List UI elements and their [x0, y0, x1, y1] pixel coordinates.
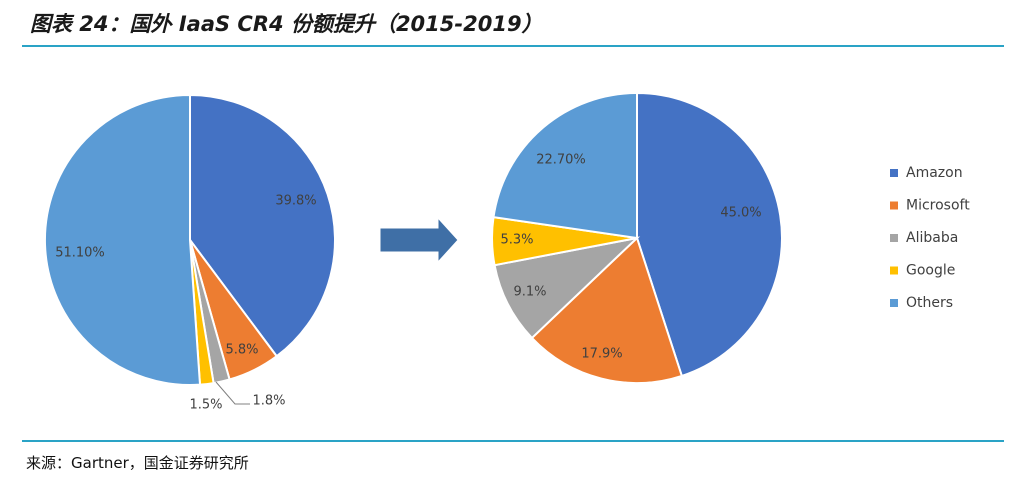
bottom-rule	[22, 440, 1004, 442]
slice-2015-others	[43, 93, 202, 386]
data-label-2019-others: 22.70%	[536, 153, 586, 168]
legend-swatch-microsoft	[890, 201, 898, 210]
slice-2019-microsoft	[530, 236, 684, 384]
slice-2019-alibaba	[493, 236, 641, 340]
legend: Amazon Microsoft Alibaba Google Others	[890, 165, 970, 311]
slice-2019-amazon	[636, 91, 783, 378]
legend-label-microsoft: Microsoft	[906, 198, 970, 214]
legend-label-amazon: Amazon	[906, 165, 963, 181]
data-label-2015-google: 1.5%	[189, 398, 222, 413]
data-label-2019-microsoft: 17.9%	[581, 347, 622, 362]
pie-2019: 45.0% 17.9% 9.1% 5.3% 22.70%	[491, 91, 783, 384]
data-label-2015-microsoft: 5.8%	[225, 343, 258, 358]
legend-swatch-google	[890, 266, 898, 275]
legend-label-google: Google	[906, 263, 955, 279]
legend-swatch-others	[890, 299, 898, 307]
data-label-2019-amazon: 45.0%	[720, 206, 761, 221]
pie-2015: 39.8% 5.8% 1.8% 1.5% 51.10%	[43, 93, 336, 413]
top-rule	[22, 45, 1004, 47]
legend-swatch-alibaba	[890, 234, 898, 242]
arrow-icon	[379, 216, 459, 264]
figure-title: 图表 24：国外 IaaS CR4 份额提升（2015-2019）	[30, 12, 543, 36]
data-label-2015-alibaba: 1.8%	[252, 394, 285, 409]
data-label-2019-alibaba: 9.1%	[513, 285, 546, 300]
source-note: 来源：Gartner，国金证券研究所	[26, 454, 249, 472]
data-label-2015-amazon: 39.8%	[275, 194, 316, 209]
legend-label-alibaba: Alibaba	[906, 230, 958, 246]
legend-swatch-amazon	[890, 169, 898, 177]
data-label-2019-google: 5.3%	[500, 233, 533, 248]
data-label-2015-others: 51.10%	[55, 246, 105, 261]
slice-2015-amazon	[189, 93, 336, 358]
slice-2019-others	[492, 91, 638, 240]
leader-line-2015-alibaba	[215, 381, 250, 405]
legend-label-others: Others	[906, 295, 953, 311]
